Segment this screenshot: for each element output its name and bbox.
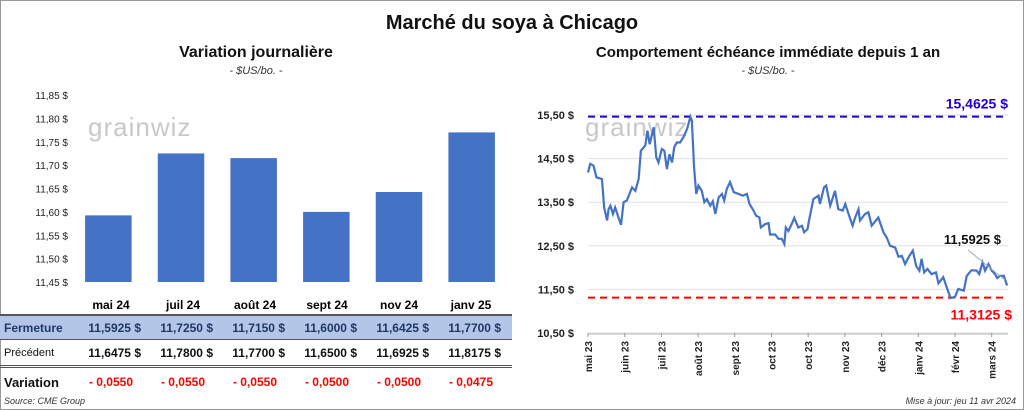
cell-change: - 0,0550 bbox=[88, 375, 134, 389]
y-tick-label: 11,50 $ bbox=[35, 255, 68, 266]
last-price-label: 11,5925 $ bbox=[944, 232, 1002, 247]
cell-month: nov 24 bbox=[379, 298, 418, 312]
updated-note: Mise à jour: jeu 11 avr 2024 bbox=[905, 396, 1016, 406]
x-tick-label: juil 23 bbox=[657, 341, 668, 371]
y-tick-label: 10,50 $ bbox=[537, 328, 574, 340]
line-chart-unit: - $US/bo. - bbox=[741, 65, 795, 77]
x-tick-label: août 23 bbox=[694, 341, 705, 376]
price-table: mai 24 juil 24 août 24 sept 24 nov 24 janv 25… bbox=[0, 296, 512, 396]
cell-change: - 0,0550 bbox=[232, 375, 278, 389]
cell-change: - 0,0500 bbox=[376, 375, 422, 389]
y-tick-label: 13,50 $ bbox=[537, 197, 574, 209]
cell-close: 11,7150 $ bbox=[232, 320, 285, 335]
cell-prev: 11,6925 $ bbox=[376, 345, 429, 360]
x-tick-label: juin 23 bbox=[621, 341, 632, 374]
cell-prev: 11,6500 $ bbox=[304, 345, 357, 360]
cell-month: juil 24 bbox=[165, 298, 200, 312]
cell-month: mai 24 bbox=[92, 298, 130, 312]
cell-prev: 11,7800 $ bbox=[160, 345, 213, 360]
y-tick-label: 12,50 $ bbox=[537, 241, 574, 253]
x-tick-label: nov 23 bbox=[841, 341, 852, 373]
bar-nov-24 bbox=[375, 192, 423, 282]
x-tick-label: déc 23 bbox=[878, 341, 889, 373]
table-row-change: Variation - 0,0550 - 0,0550 - 0,0550 - 0,050… bbox=[0, 368, 512, 396]
row-label-change: Variation bbox=[4, 374, 59, 390]
x-tick-label: oct 23 bbox=[768, 341, 779, 370]
bar-janv-25 bbox=[448, 132, 495, 282]
min-label: 11,3125 $ bbox=[950, 307, 1012, 323]
bar-sept-24 bbox=[303, 211, 350, 282]
x-tick-label: sept 23 bbox=[731, 341, 742, 376]
cell-close: 11,7250 $ bbox=[160, 320, 213, 335]
x-tick-label: févr 24 bbox=[951, 341, 962, 374]
y-tick-label: 11,80 $ bbox=[35, 114, 68, 125]
table-row-close: Fermeture 11,5925 $ 11,7250 $ 11,7150 $ 11,6… bbox=[0, 316, 512, 340]
y-tick-label: 11,45 $ bbox=[35, 278, 68, 289]
y-tick-label: 14,50 $ bbox=[537, 154, 574, 166]
last-label-leader bbox=[967, 249, 1006, 281]
cell-month: janv 25 bbox=[450, 298, 492, 312]
x-tick-label: oct 23 bbox=[804, 341, 815, 370]
table-header-row: mai 24 juil 24 août 24 sept 24 nov 24 janv 25 bbox=[0, 296, 512, 316]
price-line bbox=[586, 113, 1009, 300]
bar-chart-unit: - $US/bo. - bbox=[229, 65, 283, 77]
bar-mai-24 bbox=[85, 215, 132, 282]
bar-juil-24 bbox=[157, 153, 205, 282]
x-tick-label: mars 24 bbox=[988, 341, 999, 379]
table-row-prev: Précédent 11,6475 $ 11,7800 $ 11,7700 $ 11,6… bbox=[0, 340, 512, 368]
bar-août-24 bbox=[230, 158, 277, 282]
cell-prev: 11,7700 $ bbox=[232, 345, 285, 360]
source-note: Source: CME Group bbox=[4, 396, 86, 406]
max-label: 15,4625 $ bbox=[946, 96, 1008, 112]
cell-month: sept 24 bbox=[306, 298, 348, 312]
y-tick-label: 11,65 $ bbox=[35, 185, 68, 196]
x-tick-label: janv 24 bbox=[914, 341, 925, 376]
cell-change: - 0,0500 bbox=[304, 375, 350, 389]
cell-change: - 0,0475 bbox=[448, 375, 494, 389]
cell-close: 11,5925 $ bbox=[88, 320, 141, 335]
y-tick-label: 11,50 $ bbox=[538, 284, 574, 296]
y-tick-label: 15,50 $ bbox=[537, 110, 574, 122]
cell-prev: 11,8175 $ bbox=[448, 345, 501, 360]
cell-change: - 0,0550 bbox=[160, 375, 206, 389]
x-tick-label: mai 23 bbox=[584, 341, 595, 373]
bar-chart-title: Variation journalière bbox=[179, 44, 333, 61]
cell-close: 11,6425 $ bbox=[376, 320, 429, 335]
watermark-logo-left: grainwiz bbox=[88, 112, 192, 142]
y-tick-label: 11,70 $ bbox=[35, 161, 68, 172]
cell-prev: 11,6475 $ bbox=[88, 345, 141, 360]
row-label-close: Fermeture bbox=[4, 320, 63, 335]
line-chart-title: Comportement échéance immédiate depuis 1… bbox=[595, 44, 941, 61]
cell-close: 11,6000 $ bbox=[304, 320, 357, 335]
cell-month: août 24 bbox=[233, 298, 276, 312]
y-tick-label: 11,60 $ bbox=[35, 208, 68, 219]
y-tick-label: 11,85 $ bbox=[35, 91, 68, 102]
cell-close: 11,7700 $ bbox=[448, 320, 501, 335]
main-title: Marché du soya à Chicago bbox=[385, 12, 639, 34]
y-tick-label: 11,55 $ bbox=[35, 231, 68, 242]
row-label-prev: Précédent bbox=[4, 346, 55, 359]
y-tick-label: 11,75 $ bbox=[35, 138, 68, 149]
